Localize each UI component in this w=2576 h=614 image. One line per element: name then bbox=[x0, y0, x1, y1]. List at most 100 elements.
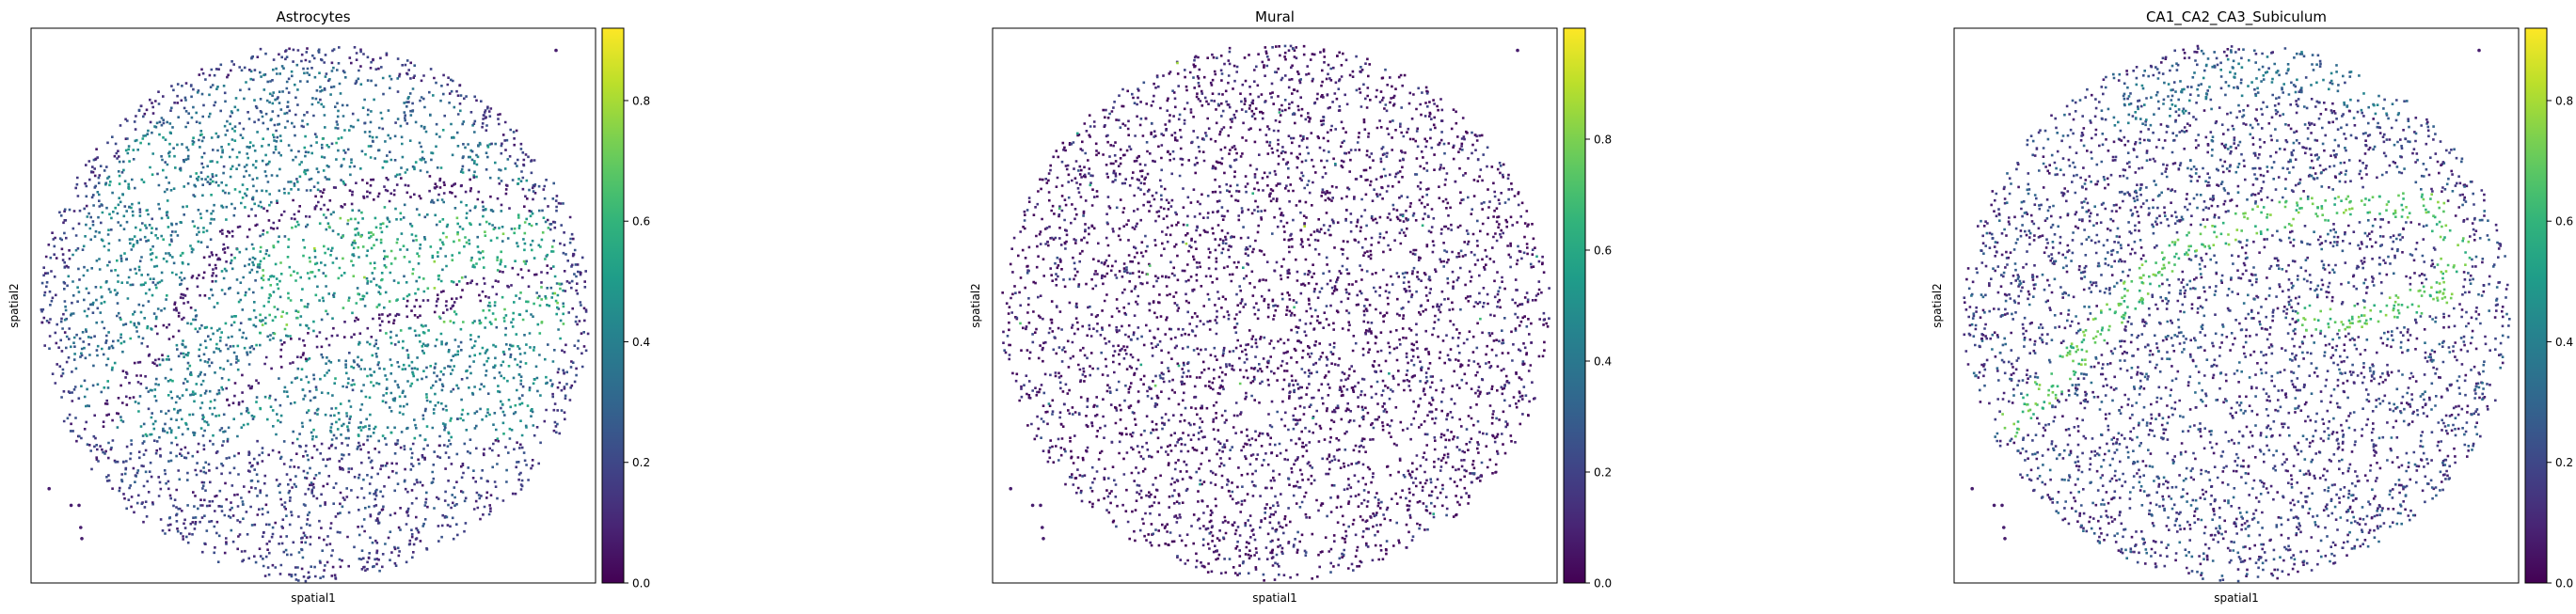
data-point-group bbox=[2210, 365, 2213, 368]
data-point-group bbox=[1535, 255, 1538, 259]
data-point-group bbox=[415, 239, 418, 242]
data-point-group bbox=[126, 75, 555, 434]
data-point-group bbox=[2080, 358, 2084, 362]
data-point-group bbox=[1251, 192, 1254, 195]
data-point-group bbox=[1293, 543, 1296, 546]
data-point-group bbox=[2047, 388, 2050, 392]
data-point-group bbox=[2299, 197, 2302, 200]
colorbar-tick-label: 0.2 bbox=[632, 456, 650, 469]
outlier-point bbox=[1041, 526, 1044, 529]
data-point-group bbox=[1019, 322, 1022, 325]
data-point-group bbox=[2314, 328, 2317, 331]
data-point-group bbox=[1242, 266, 1245, 269]
outlier-point bbox=[77, 503, 81, 508]
data-point-group bbox=[422, 277, 425, 280]
outlier-point bbox=[2003, 537, 2007, 541]
data-point-group bbox=[1176, 61, 1179, 65]
data-point-group bbox=[117, 412, 120, 416]
data-point-group bbox=[514, 403, 517, 407]
data-point-group bbox=[2311, 202, 2314, 206]
data-point-group bbox=[2394, 215, 2397, 218]
data-point-group bbox=[2353, 304, 2357, 307]
data-point-group bbox=[1148, 264, 1152, 267]
outlier-point bbox=[1992, 503, 1996, 508]
outlier-point bbox=[2002, 526, 2006, 529]
data-point-group bbox=[128, 205, 131, 209]
data-point-group bbox=[1479, 317, 1482, 321]
colorbar bbox=[1563, 27, 1586, 584]
data-point-group bbox=[337, 276, 341, 280]
data-point-group bbox=[2420, 312, 2424, 315]
data-point-group bbox=[1293, 306, 1296, 309]
colorbar-tick-label: 0.4 bbox=[632, 336, 650, 349]
outlier-point bbox=[80, 537, 84, 541]
data-point-group bbox=[2069, 345, 2073, 348]
data-point-group bbox=[540, 321, 544, 323]
data-point-group bbox=[1432, 512, 1435, 515]
axes-frame bbox=[1953, 27, 2520, 584]
data-point-group bbox=[533, 302, 535, 306]
outlier-point bbox=[2000, 503, 2004, 508]
data-point-group bbox=[1388, 372, 1391, 375]
data-point-group bbox=[64, 72, 516, 434]
data-point-group bbox=[2219, 232, 2223, 236]
data-point-group bbox=[342, 257, 344, 260]
data-point-group bbox=[1199, 482, 1201, 486]
scatter-points bbox=[1963, 44, 2511, 583]
data-point-group bbox=[2439, 235, 2442, 239]
data-point-group bbox=[2163, 266, 2166, 270]
data-point-group bbox=[357, 292, 359, 295]
data-point-group bbox=[496, 269, 500, 272]
data-point-group bbox=[62, 312, 65, 316]
data-point-group bbox=[2406, 306, 2409, 308]
outlier-point bbox=[1009, 486, 1012, 491]
data-point-group bbox=[2393, 315, 2396, 319]
data-point-group bbox=[501, 232, 505, 235]
data-point-group bbox=[2201, 259, 2203, 262]
data-point-group bbox=[2284, 316, 2287, 320]
data-point-group bbox=[546, 264, 549, 267]
scatter-points bbox=[40, 46, 590, 583]
data-point-group bbox=[347, 299, 350, 302]
data-point-group bbox=[442, 321, 446, 323]
data-point-group bbox=[1023, 384, 1026, 386]
data-point-group bbox=[2085, 350, 2089, 353]
data-point-group bbox=[1185, 242, 1188, 245]
colorbar-tick-label: 0.8 bbox=[632, 94, 650, 107]
panel-3: CA1_CA2_CA3_Subiculum spatial1 spatial2 0.0… bbox=[1931, 8, 2573, 605]
axes-frame bbox=[30, 27, 596, 584]
data-point-group bbox=[1312, 417, 1314, 419]
data-point-group bbox=[2060, 390, 2063, 393]
outlier-point bbox=[79, 526, 83, 529]
outlier-point bbox=[2477, 48, 2481, 53]
data-point-group bbox=[2296, 201, 2298, 204]
data-point-group bbox=[556, 301, 559, 305]
data-point-group bbox=[538, 332, 542, 335]
panel-title: CA1_CA2_CA3_Subiculum bbox=[2146, 8, 2327, 26]
colorbar-tick-label: 0.4 bbox=[2555, 336, 2573, 349]
data-point-group bbox=[438, 238, 442, 242]
panel-1: Astrocytes spatial1 spatial2 0.0 0.2 0.4 0.6 0.… bbox=[8, 8, 650, 605]
data-point-group bbox=[370, 231, 373, 234]
x-axis-label: spatial1 bbox=[1252, 591, 1297, 605]
data-point-group bbox=[1146, 273, 1150, 276]
panel-title: Mural bbox=[1255, 8, 1295, 25]
outlier-point bbox=[1039, 503, 1042, 508]
data-point-group bbox=[449, 320, 453, 323]
colorbar bbox=[2524, 27, 2548, 584]
data-point-group bbox=[513, 227, 517, 230]
x-axis-label: spatial1 bbox=[2214, 591, 2259, 605]
data-point-group bbox=[2342, 323, 2345, 326]
outlier-point bbox=[1970, 486, 1974, 491]
colorbar-tick-label: 0.0 bbox=[2555, 577, 2573, 590]
y-axis-label: spatial2 bbox=[8, 283, 21, 328]
data-point-group bbox=[2371, 196, 2375, 198]
data-point-group bbox=[411, 268, 415, 271]
data-point-group bbox=[393, 257, 397, 260]
data-point-group bbox=[2099, 333, 2103, 336]
data-point-group bbox=[1303, 225, 1306, 228]
colorbar-tick-label: 0.6 bbox=[632, 215, 650, 228]
colorbar-tick-label: 0.8 bbox=[2555, 94, 2573, 107]
data-point-group bbox=[2158, 271, 2161, 274]
